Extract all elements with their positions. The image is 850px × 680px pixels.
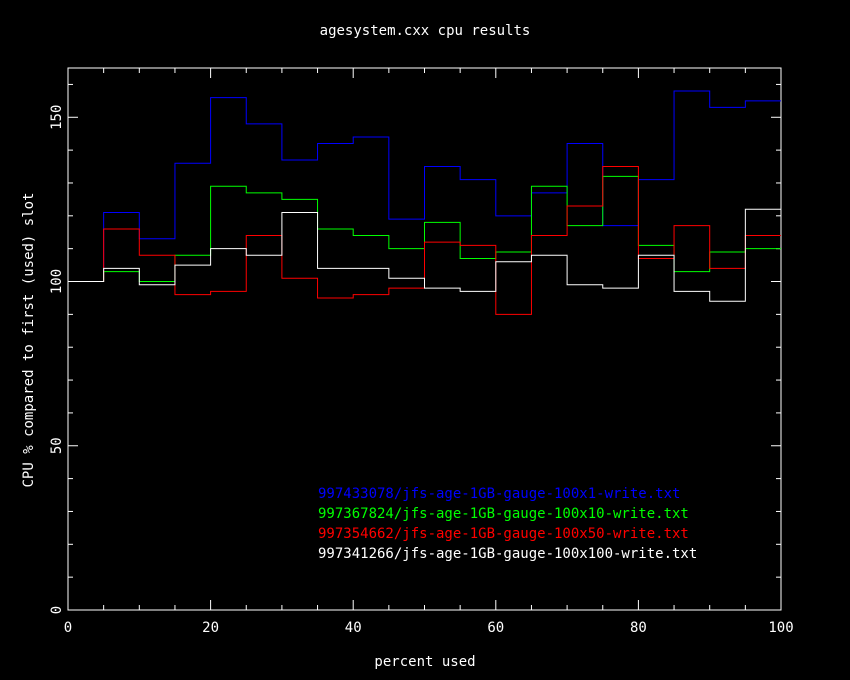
x-tick-label: 80 [630,620,647,636]
y-tick-label: 150 [49,105,65,130]
chart-title: agesystem.cxx cpu results [320,23,531,39]
x-tick-label: 40 [345,620,362,636]
x-tick-label: 0 [64,620,72,636]
legend-entry-1: 997433078/jfs-age-1GB-gauge-100x1-write.… [318,486,680,502]
x-tick-label: 100 [768,620,793,636]
y-tick-label: 0 [49,606,65,614]
series-line-3 [68,166,781,315]
legend-entry-2: 997367824/jfs-age-1GB-gauge-100x10-write… [318,506,689,522]
series-layer [68,90,781,315]
x-tick-label: 60 [487,620,504,636]
x-axis-label: percent used [374,654,475,670]
series-line-1 [68,90,781,283]
x-tick-label: 20 [202,620,219,636]
legend: 997433078/jfs-age-1GB-gauge-100x1-write.… [318,486,697,562]
series-line-2 [68,175,781,283]
y-tick-label: 100 [49,269,65,294]
y-axis-label: CPU % compared to first (used) slot [21,192,37,487]
legend-entry-3: 997354662/jfs-age-1GB-gauge-100x50-write… [318,526,689,542]
legend-entry-4: 997341266/jfs-age-1GB-gauge-100x100-writ… [318,546,697,562]
series-line-4 [68,208,781,302]
y-axis: 0 50 100 150 [49,83,781,614]
y-tick-label: 50 [49,437,65,454]
x-axis: 0 20 40 60 80 100 [64,68,794,636]
